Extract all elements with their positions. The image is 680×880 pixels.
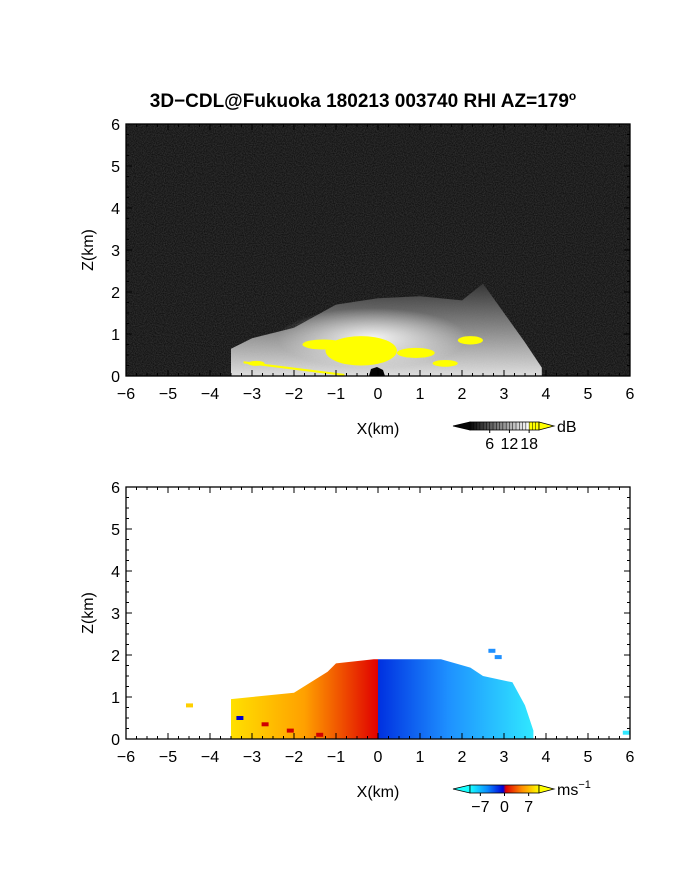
power-saturated-blob (396, 347, 435, 358)
velocity-speckle (622, 730, 630, 735)
velocity-receding-region (231, 659, 378, 739)
power-saturated-blob (432, 360, 458, 367)
velocity-speckles (186, 648, 630, 737)
power-x-tick-label: −5 (159, 386, 177, 403)
velocity-x-axis-label: X(km) (357, 784, 400, 801)
power-x-tick-label: 6 (626, 386, 635, 403)
velocity-colorbar-unit: ms−1 (557, 779, 591, 799)
power-axes: −6 −5 −4 −3 −2 −1 0 1 2 3 4 5 6 0 1 2 3 4 5 6 (111, 117, 634, 403)
velocity-speckle (261, 722, 269, 727)
power-colorbar-bar (469, 421, 540, 431)
velocity-speckle (186, 703, 193, 708)
velocity-y-tick-label: 6 (111, 480, 120, 497)
velocity-x-tick-label: −6 (117, 749, 135, 766)
power-y-tick-label: 1 (111, 327, 120, 344)
velocity-y-tick-label: 4 (111, 564, 120, 581)
velocity-panel: −6 −5 −4 −3 −2 −1 0 1 2 3 4 5 6 0 1 2 3 4 5 6 X(km) Z(km) −… (80, 480, 635, 816)
velocity-speckle (316, 732, 324, 737)
power-y-tick-label: 0 (111, 369, 120, 386)
power-x-tick-label: −1 (327, 386, 345, 403)
power-ground-clutter (369, 367, 385, 376)
velocity-x-tick-label: 2 (458, 749, 467, 766)
velocity-y-tick-label: 5 (111, 522, 120, 539)
velocity-x-tick-label: 4 (542, 749, 551, 766)
power-colorbar-unit: dB (557, 419, 577, 436)
power-saturated-blob (457, 336, 483, 345)
power-colorbar-tick-label: 6 (485, 436, 494, 453)
power-x-tick-label: 1 (416, 386, 425, 403)
power-colorbar-tick-label: 18 (520, 436, 538, 453)
velocity-y-tick-label: 1 (111, 690, 120, 707)
velocity-speckle (494, 655, 502, 660)
power-x-tick-label: −2 (285, 386, 303, 403)
velocity-colorbar: −7 0 7 ms−1 (452, 779, 591, 816)
power-x-tick-label: −6 (117, 386, 135, 403)
power-x-tick-label: 3 (500, 386, 509, 403)
power-colorbar-low-arrow (452, 421, 471, 431)
velocity-y-axis-label: Z(km) (80, 592, 97, 634)
power-x-axis-label: X(km) (357, 421, 400, 438)
power-x-tick-label: −3 (243, 386, 261, 403)
velocity-y-tick-label: 3 (111, 606, 120, 623)
velocity-colorbar-tick-label: −7 (471, 799, 489, 816)
power-x-tick-label: 5 (584, 386, 593, 403)
velocity-x-tick-label: 6 (626, 749, 635, 766)
power-colorbar-high-arrow (538, 421, 556, 431)
velocity-y-tick-label: 2 (111, 648, 120, 665)
velocity-x-tick-label: −2 (285, 749, 303, 766)
velocity-x-tick-label: −1 (327, 749, 345, 766)
velocity-speckle (488, 648, 496, 653)
velocity-colorbar-bar (469, 784, 540, 794)
velocity-speckle (236, 716, 244, 720)
velocity-colorbar-tick-label: 7 (524, 799, 533, 816)
power-y-tick-label: 6 (111, 117, 120, 134)
velocity-x-tick-label: −4 (201, 749, 219, 766)
velocity-x-tick-label: −3 (243, 749, 261, 766)
power-saturated-blob (302, 339, 345, 350)
power-colorbar-tick-label: 12 (501, 436, 519, 453)
power-y-tick-label: 2 (111, 285, 120, 302)
velocity-colorbar-low-arrow (452, 784, 471, 794)
power-x-tick-label: 4 (542, 386, 551, 403)
velocity-colorbar-tick-label: 0 (500, 799, 509, 816)
velocity-x-tick-label: −5 (159, 749, 177, 766)
power-y-tick-label: 3 (111, 243, 120, 260)
velocity-x-tick-label: 1 (416, 749, 425, 766)
power-x-tick-label: 2 (458, 386, 467, 403)
velocity-approaching-region (378, 659, 534, 739)
velocity-x-tick-label: 0 (374, 749, 383, 766)
power-y-tick-label: 4 (111, 201, 120, 218)
power-colorbar: 6 12 18 dB (452, 419, 577, 453)
power-y-axis-label: Z(km) (80, 229, 97, 271)
velocity-colorbar-high-arrow (538, 784, 556, 794)
figure-title: 3D−CDL@Fukuoka 180213 003740 RHI AZ=179o (150, 89, 577, 112)
velocity-x-tick-label: 3 (500, 749, 509, 766)
power-saturated-region (243, 336, 483, 376)
velocity-x-tick-label: 5 (584, 749, 593, 766)
power-x-tick-label: −4 (201, 386, 219, 403)
power-y-tick-label: 5 (111, 159, 120, 176)
power-saturated-streak (243, 361, 345, 376)
velocity-speckle (286, 728, 294, 733)
power-x-tick-label: 0 (374, 386, 383, 403)
velocity-axes: −6 −5 −4 −3 −2 −1 0 1 2 3 4 5 6 0 1 2 3 4 5 6 (111, 480, 634, 766)
velocity-y-tick-label: 0 (111, 732, 120, 749)
